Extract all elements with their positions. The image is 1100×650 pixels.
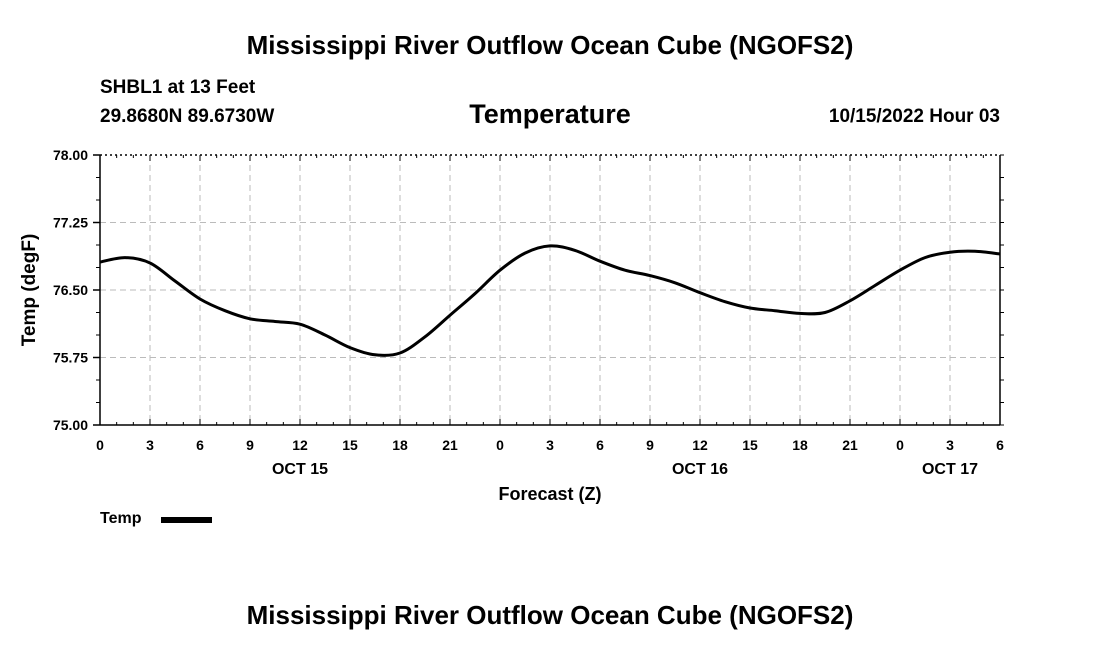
x-tick-label: 12: [692, 437, 708, 453]
x-tick-label: 0: [96, 437, 104, 453]
x-tick-label: 21: [442, 437, 458, 453]
x-axis-title: Forecast (Z): [498, 484, 601, 504]
x-tick-label: 3: [946, 437, 954, 453]
x-tick-label: 3: [546, 437, 554, 453]
y-tick-label: 76.50: [53, 282, 88, 298]
chart-title: Temperature: [469, 99, 631, 129]
footer-title: Mississippi River Outflow Ocean Cube (NG…: [246, 600, 854, 630]
x-date-label: OCT 15: [272, 461, 328, 478]
y-tick-label: 78.00: [53, 147, 88, 163]
y-tick-label: 77.25: [53, 215, 88, 231]
x-tick-label: 18: [792, 437, 808, 453]
x-tick-label: 9: [646, 437, 654, 453]
x-tick-label: 15: [342, 437, 358, 453]
x-tick-label: 21: [842, 437, 858, 453]
x-tick-label: 3: [146, 437, 154, 453]
series-line-temp: [99, 244, 1001, 357]
x-tick-label: 12: [292, 437, 308, 453]
x-tick-label: 0: [496, 437, 504, 453]
x-tick-label: 15: [742, 437, 758, 453]
x-date-label: OCT 16: [672, 461, 728, 478]
y-tick-label: 75.75: [53, 350, 88, 366]
x-tick-label: 6: [596, 437, 604, 453]
x-tick-label: 9: [246, 437, 254, 453]
x-tick-label: 6: [196, 437, 204, 453]
x-tick-label: 18: [392, 437, 408, 453]
coordinates-label: 29.8680N 89.6730W: [100, 106, 275, 127]
legend-line-swatch: [161, 517, 212, 523]
y-tick-label: 75.00: [53, 417, 88, 433]
x-tick-label: 6: [996, 437, 1004, 453]
y-axis-title: Temp (degF): [19, 234, 40, 347]
x-tick-label: 0: [896, 437, 904, 453]
datetime-label: 10/15/2022 Hour 03: [828, 106, 1000, 127]
x-date-label: OCT 17: [922, 461, 978, 478]
station-label: SHBL1 at 13 Feet: [100, 77, 256, 98]
page-title: Mississippi River Outflow Ocean Cube (NG…: [246, 30, 854, 60]
legend-label: Temp: [100, 510, 142, 527]
